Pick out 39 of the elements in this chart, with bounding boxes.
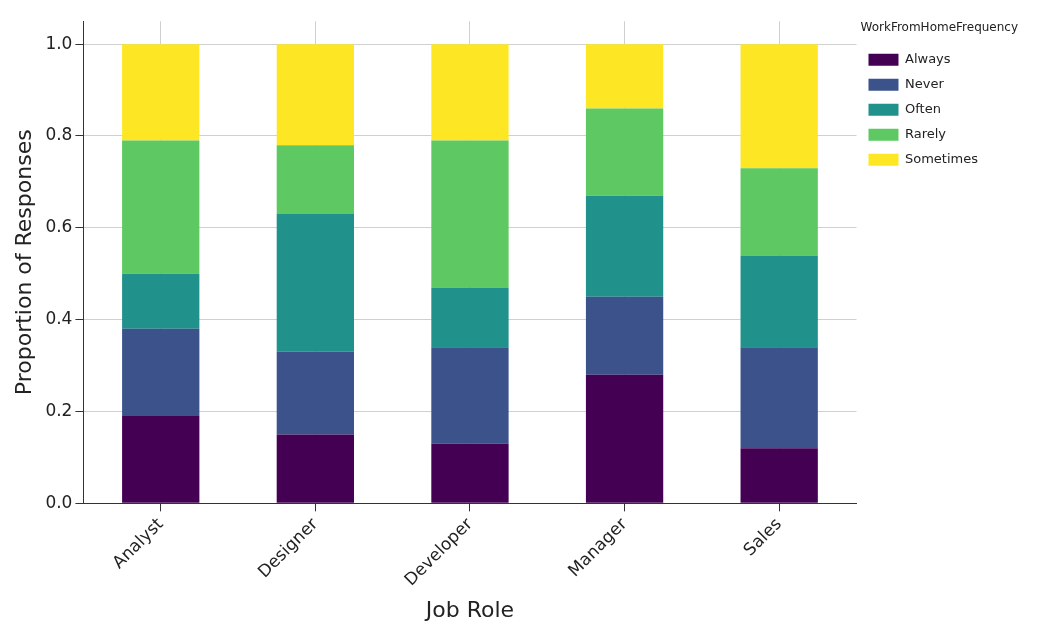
bar — [276, 44, 354, 146]
y-tick-label: 0.2 — [45, 399, 73, 420]
bar — [740, 347, 818, 449]
legend-label: Never — [904, 76, 945, 92]
bar — [276, 351, 354, 435]
bar — [122, 44, 200, 141]
bar — [431, 44, 509, 141]
y-tick-label: 0.6 — [45, 216, 73, 237]
y-tick-label: 1.0 — [45, 32, 73, 53]
bar — [122, 140, 200, 274]
bar — [431, 287, 509, 348]
bar — [122, 328, 200, 417]
bar — [122, 416, 200, 503]
legend-label: Always — [904, 51, 951, 67]
bar — [585, 374, 664, 503]
bar — [431, 140, 509, 288]
bar — [276, 214, 354, 352]
bar — [122, 273, 200, 329]
legend-label: Rarely — [904, 126, 947, 142]
bar — [276, 434, 354, 503]
bar — [585, 296, 664, 375]
y-tick-label: 0.4 — [45, 308, 73, 329]
bar — [740, 44, 818, 169]
bar — [740, 255, 818, 348]
bar — [585, 44, 664, 109]
legend-title: WorkFromHomeFrequency — [860, 20, 1019, 35]
x-axis-title: Job Role — [423, 596, 515, 622]
bar — [585, 195, 664, 297]
bar — [276, 145, 354, 215]
bar — [585, 108, 664, 196]
y-axis-title: Proportion of Responses — [10, 129, 36, 396]
bar — [740, 448, 818, 503]
y-tick-label: 0.8 — [45, 124, 73, 145]
y-tick-label: 0.0 — [45, 491, 73, 512]
legend-label: Often — [904, 101, 941, 117]
bar — [431, 347, 509, 444]
bar — [740, 168, 818, 256]
legend-label: Sometimes — [904, 151, 979, 167]
bar — [431, 443, 509, 503]
